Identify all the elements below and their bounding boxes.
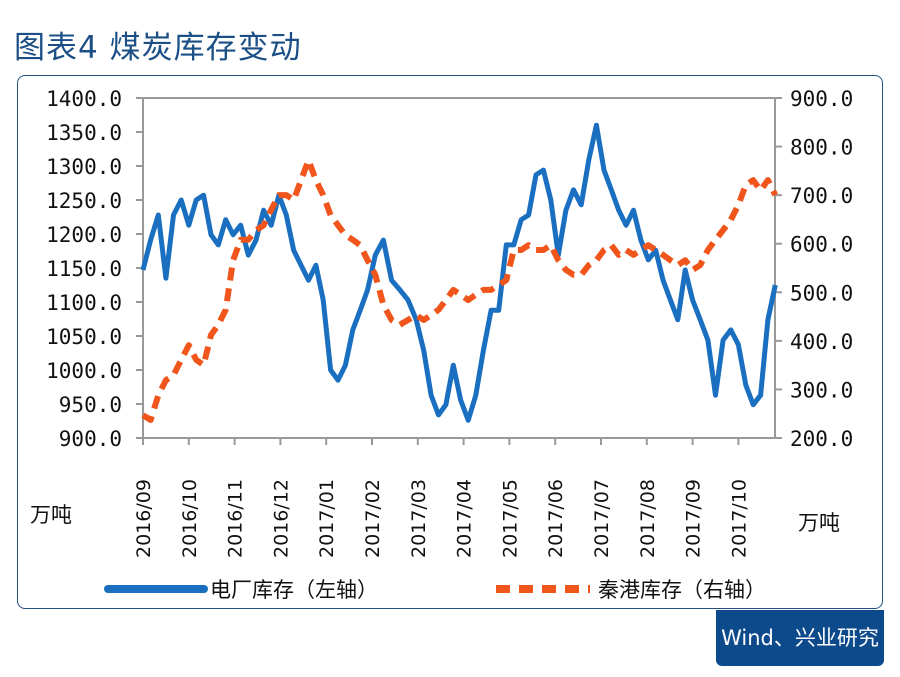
chart-card xyxy=(17,75,883,609)
x-tick-label: 2017/10 xyxy=(728,479,750,558)
right-tick-label: 600.0 xyxy=(790,233,853,257)
series-line-power-plant xyxy=(140,122,778,423)
left-tick-label: 1200.0 xyxy=(46,223,122,247)
left-tick-label: 1350.0 xyxy=(46,121,122,145)
x-tick-label: 2017/01 xyxy=(316,479,338,558)
x-tick-label: 2016/09 xyxy=(133,479,155,558)
left-tick-label: 950.0 xyxy=(59,393,122,417)
series-lines xyxy=(140,122,778,423)
right-tick-label: 400.0 xyxy=(790,330,853,354)
chart-title: 图表4 煤炭库存变动 xyxy=(14,30,302,66)
right-tick-label: 900.0 xyxy=(790,87,853,111)
right-axis-unit: 万吨 xyxy=(798,511,840,535)
x-tick-label: 2017/06 xyxy=(545,479,567,558)
x-tick-label: 2016/12 xyxy=(270,479,292,558)
left-tick-label: 1100.0 xyxy=(46,291,122,315)
left-tick-label: 900.0 xyxy=(59,427,122,451)
x-tick-label: 2017/08 xyxy=(637,479,659,558)
series-line-qinhuangdao xyxy=(141,157,778,423)
right-tick-label: 500.0 xyxy=(790,281,853,305)
x-tick-label: 2017/05 xyxy=(499,479,521,558)
legend-label-qinhuangdao: 秦港库存（右轴） xyxy=(598,578,766,602)
x-tick-label: 2017/07 xyxy=(591,479,613,558)
x-tick-label: 2017/04 xyxy=(454,479,476,558)
source-label: Wind、兴业研究 xyxy=(716,610,884,666)
right-tick-label: 700.0 xyxy=(790,184,853,208)
x-tick-label: 2017/02 xyxy=(362,479,384,558)
right-tick-label: 200.0 xyxy=(790,427,853,451)
x-tick-label: 2017/03 xyxy=(408,479,430,558)
left-tick-label: 1250.0 xyxy=(46,189,122,213)
left-tick-label: 1300.0 xyxy=(46,155,122,179)
x-tick-label: 2016/11 xyxy=(225,479,247,558)
x-tick-label: 2017/09 xyxy=(683,479,705,558)
tick-labels: 1400.0 1350.0 1300.0 1250.0 1200.0 1150.0 1100… xyxy=(46,87,853,558)
right-tick-label: 800.0 xyxy=(790,136,853,160)
left-tick-label: 1150.0 xyxy=(46,257,122,281)
legend-label-power-plant: 电厂库存（左轴） xyxy=(210,578,378,602)
left-tick-label: 1050.0 xyxy=(46,325,122,349)
x-tick-label: 2016/10 xyxy=(179,479,201,558)
left-tick-label: 1400.0 xyxy=(46,87,122,111)
left-axis-unit: 万吨 xyxy=(30,503,72,527)
legend: 电厂库存（左轴） 秦港库存（右轴） xyxy=(104,578,766,602)
left-tick-label: 1000.0 xyxy=(46,359,122,383)
right-tick-label: 300.0 xyxy=(790,378,853,402)
